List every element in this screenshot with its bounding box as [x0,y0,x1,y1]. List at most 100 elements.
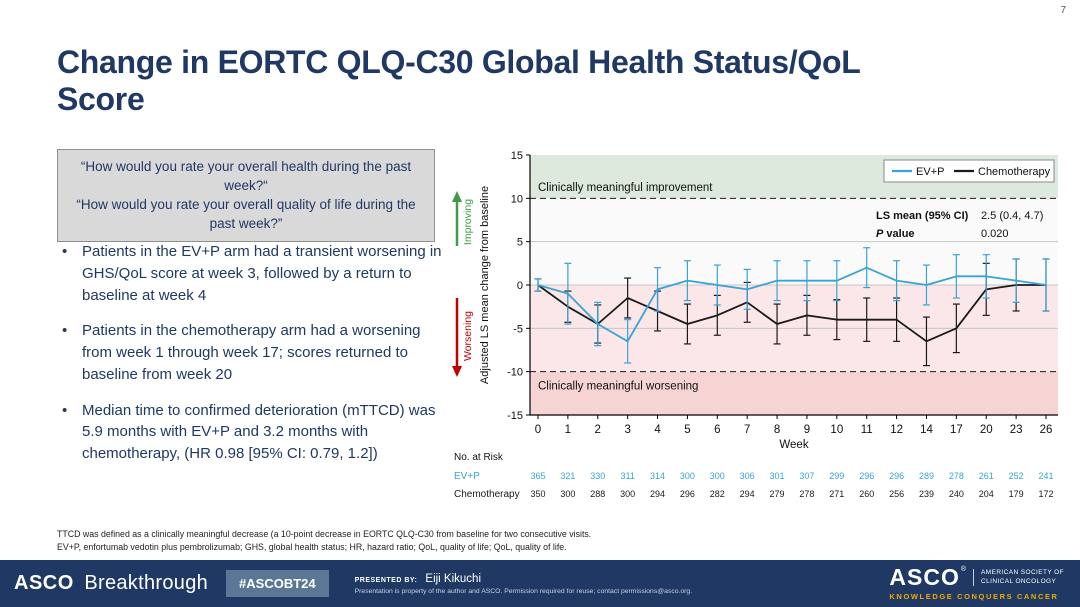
svg-text:300: 300 [560,489,575,499]
svg-text:321: 321 [560,471,575,481]
svg-text:EV+P: EV+P [916,166,944,178]
svg-text:12: 12 [890,424,903,436]
svg-text:278: 278 [949,471,964,481]
svg-text:1: 1 [565,424,571,436]
svg-text:Clinically meaningful improvem: Clinically meaningful improvement [538,182,713,194]
improving-arrow-icon: Improving [452,191,474,246]
asco-tagline: KNOWLEDGE CONQUERS CANCER [889,592,1059,601]
svg-text:EV+P: EV+P [454,471,480,482]
svg-text:300: 300 [680,471,695,481]
svg-text:-15: -15 [507,410,523,422]
presenter-name: Eiji Kikuchi [425,572,482,585]
svg-text:11: 11 [861,424,873,436]
svg-text:289: 289 [919,471,934,481]
svg-text:17: 17 [950,424,963,436]
svg-text:311: 311 [620,471,634,481]
svg-text:241: 241 [1038,471,1053,481]
svg-text:0: 0 [535,424,541,436]
svg-text:10: 10 [830,424,843,436]
svg-text:0: 0 [517,280,523,292]
footnote-line-1: TTCD was defined as a clinically meaning… [57,529,592,539]
svg-text:260: 260 [859,489,874,499]
svg-text:P value: P value [876,228,915,240]
svg-text:300: 300 [710,471,725,481]
svg-text:307: 307 [799,471,814,481]
svg-text:2: 2 [595,424,601,436]
svg-text:Chemotherapy: Chemotherapy [978,166,1051,178]
bullet-item-2: Patients in the chemotherapy arm had a w… [60,320,454,385]
svg-text:282: 282 [710,489,725,499]
svg-text:204: 204 [979,489,994,499]
svg-text:296: 296 [889,471,904,481]
asco-registered-mark: ® [960,566,967,573]
worsening-arrow-icon: Worsening [452,298,474,377]
svg-text:5: 5 [517,237,523,249]
brand-asco: ASCO [14,572,74,594]
quote-box: “How would you rate your overall health … [57,149,435,242]
svg-text:256: 256 [889,489,904,499]
asco-logo: ASCO ® AMERICAN SOCIETY OF CLINICAL ONCO… [889,566,1080,602]
asco-society-text: AMERICAN SOCIETY OF CLINICAL ONCOLOGY [973,569,1064,586]
svg-text:239: 239 [919,489,934,499]
svg-text:172: 172 [1038,489,1053,499]
asco-logo-top: ASCO ® AMERICAN SOCIETY OF CLINICAL ONCO… [889,566,1064,589]
svg-text:20: 20 [980,424,993,436]
svg-text:271: 271 [829,489,844,499]
svg-text:294: 294 [740,489,755,499]
chart-svg: Clinically meaningful improvement Clinica… [452,150,1058,500]
svg-text:3: 3 [624,424,630,436]
svg-text:261: 261 [979,471,994,481]
svg-text:301: 301 [770,471,785,481]
brand-breakthrough: Breakthrough [84,572,209,594]
svg-text:296: 296 [859,471,874,481]
svg-text:14: 14 [920,424,933,436]
hashtag-badge: #ASCOBT24 [226,570,329,597]
svg-text:7: 7 [744,424,750,436]
chart-legend: EV+P Chemotherapy [883,159,1055,183]
chart-stats: LS mean (95% CI) 2.5 (0.4, 4.7) P value 0.0… [876,210,1043,240]
svg-text:Improving: Improving [462,199,474,245]
svg-text:294: 294 [650,489,665,499]
svg-text:Clinically meaningful worsenin: Clinically meaningful worsening [538,381,698,393]
svg-text:6: 6 [714,424,720,436]
svg-text:9: 9 [804,424,810,436]
page-number: 7 [1060,5,1066,16]
svg-text:299: 299 [829,471,844,481]
svg-text:296: 296 [680,489,695,499]
asco-breakthrough-logo: ASCO Breakthrough [0,572,208,595]
svg-text:26: 26 [1040,424,1053,436]
svg-text:Worsening: Worsening [462,311,474,361]
svg-text:Adjusted LS mean change from b: Adjusted LS mean change from baseline [479,186,491,384]
series-ev-p [534,247,1050,364]
svg-text:314: 314 [650,471,665,481]
asco-logo-word: ASCO [889,564,960,590]
chart-gridlines [530,197,1058,373]
svg-text:279: 279 [770,489,785,499]
svg-text:10: 10 [511,193,523,205]
svg-text:179: 179 [1009,489,1024,499]
svg-text:300: 300 [620,489,635,499]
y-axis-title: Adjusted LS mean change from baseline [479,186,491,384]
svg-text:240: 240 [949,489,964,499]
presenter-line: PRESENTED BY: Eiji Kikuchi [355,573,692,585]
quote-line-2: “How would you rate your overall quality… [76,197,416,232]
qol-change-chart: Clinically meaningful improvement Clinica… [440,146,1080,514]
svg-text:-10: -10 [507,367,523,379]
presenter-block: PRESENTED BY: Eiji Kikuchi Presentation … [355,573,692,595]
footnote: TTCD was defined as a clinically meaning… [57,528,591,554]
svg-text:278: 278 [799,489,814,499]
bullet-item-3: Median time to confirmed deterioration (… [60,400,454,465]
svg-text:23: 23 [1010,424,1023,436]
bullet-item-1: Patients in the EV+P arm had a transient… [60,241,454,306]
svg-text:LS mean (95% CI): LS mean (95% CI) [876,210,969,222]
slide-title: Change in EORTC QLQ-C30 Global Health St… [57,44,860,118]
footer-bar: ASCO Breakthrough #ASCOBT24 PRESENTED BY… [0,560,1080,607]
bullet-list: Patients in the EV+P arm had a transient… [60,241,454,479]
svg-text:0.020: 0.020 [981,228,1009,240]
footnote-line-2: EV+P, enfortumab vedotin plus pembrolizu… [57,542,567,553]
svg-text:Week: Week [779,439,808,451]
svg-text:306: 306 [740,471,755,481]
svg-text:288: 288 [590,489,605,499]
